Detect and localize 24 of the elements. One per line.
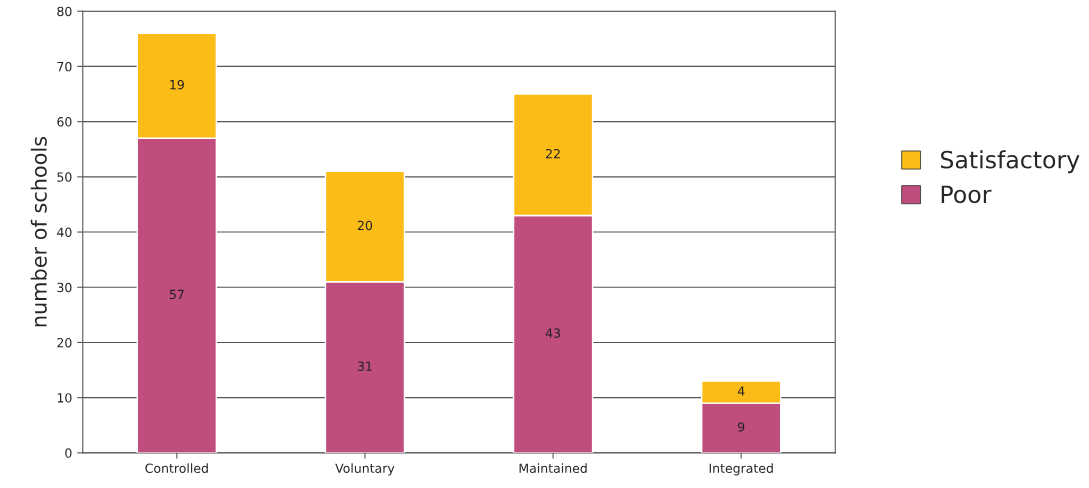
data-label: 31 [357,361,372,371]
y-tick-label: 70 [57,61,72,72]
y-tick-label: 30 [57,282,72,293]
data-label: 19 [170,79,184,90]
x-tick-label: Integrated [709,463,773,476]
data-label: 20 [357,220,373,231]
y-tick-label: 50 [57,172,72,182]
y-tick-label: 40 [57,227,72,237]
x-tick-label: Controlled [145,463,208,473]
data-label: 9 [738,422,745,432]
y-axis-title: number of schools [30,136,47,327]
data-label: 22 [546,148,560,159]
y-tick-label: 60 [57,117,72,127]
x-tick-label: Voluntary [335,463,395,476]
data-label: 4 [737,386,745,396]
x-tick-label: Maintained [519,463,587,473]
data-label: 43 [545,328,561,338]
y-tick-label: 0 [65,448,72,458]
legend-label: Satisfactory [941,150,1080,174]
y-tick-label: 20 [57,337,72,348]
legend-label: Poor [941,185,992,204]
data-label: 57 [169,289,184,300]
y-tick-label: 80 [57,6,72,17]
y-tick-label: 10 [57,393,72,403]
